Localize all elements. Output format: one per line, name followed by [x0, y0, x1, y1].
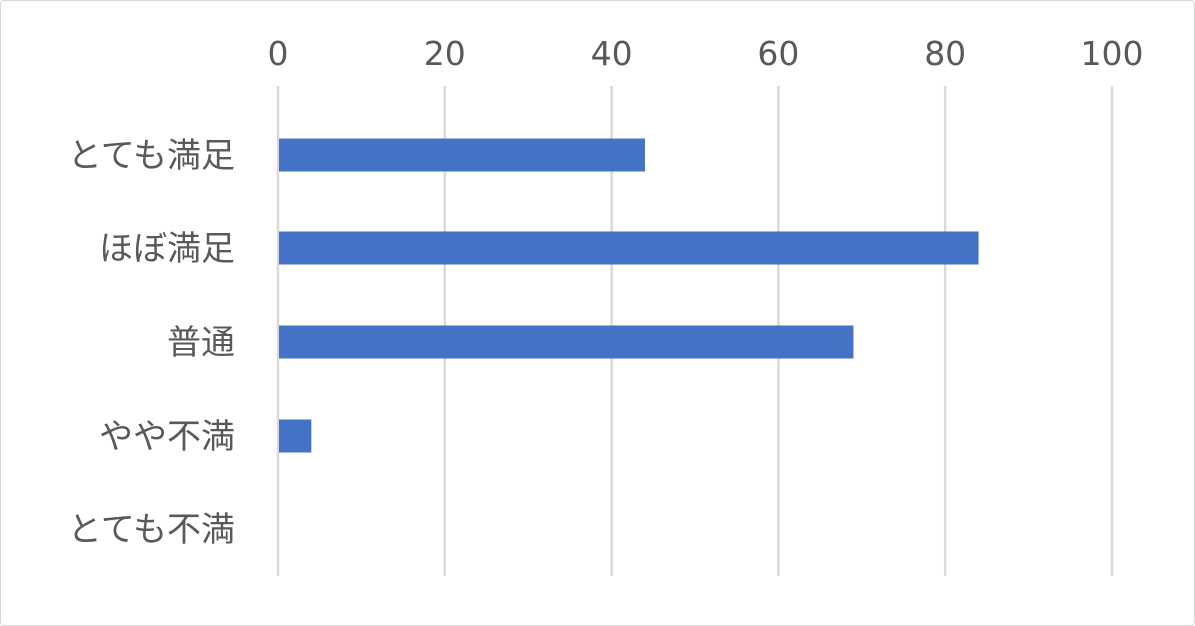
x-tick-label: 20	[424, 34, 466, 73]
x-tick-label: 0	[268, 34, 289, 73]
bar	[279, 138, 645, 172]
y-category-label: 普通	[167, 323, 235, 363]
bar	[279, 419, 312, 453]
bar	[279, 325, 854, 359]
x-tick-label: 100	[1081, 34, 1144, 73]
y-category-label: やや不満	[99, 417, 235, 457]
y-category-label: ほぼ満足	[99, 229, 235, 269]
x-tick-label: 60	[757, 34, 799, 73]
bar	[279, 231, 979, 265]
x-tick-label: 80	[924, 34, 966, 73]
y-category-label: とても不満	[68, 510, 235, 550]
y-category-label: とても満足	[68, 136, 235, 176]
x-tick-label: 40	[591, 34, 633, 73]
